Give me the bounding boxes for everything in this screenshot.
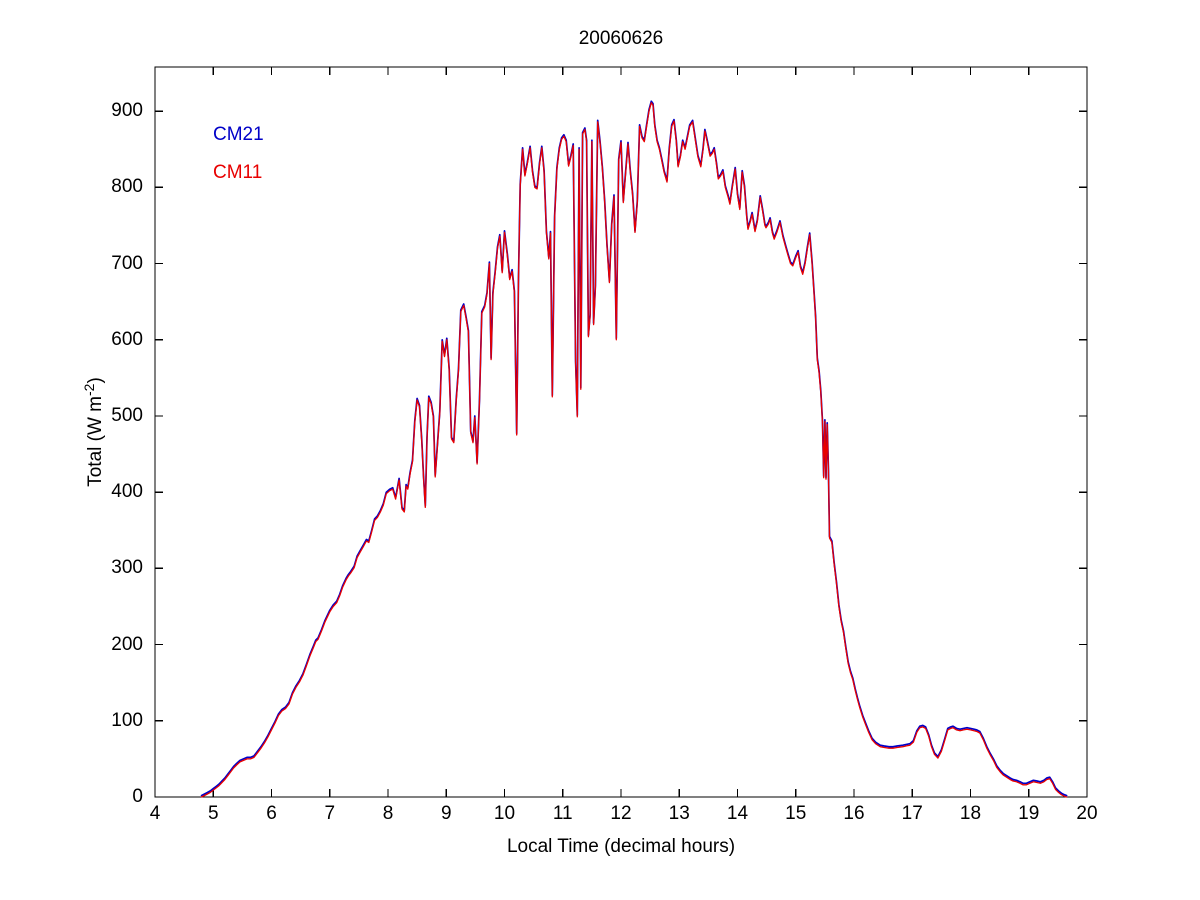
x-tick-label: 7 [324,803,336,824]
x-tick-label: 9 [440,803,452,824]
y-tick-label: 300 [111,557,143,579]
x-tick-label: 11 [552,803,573,824]
legend-entry-cm21: CM21 [213,124,264,145]
x-tick-label: 19 [1018,803,1040,824]
y-tick-label: 400 [111,481,143,503]
y-tick-label: 500 [111,404,143,426]
y-tick-label: 700 [111,252,143,274]
x-tick-label: 20 [1076,803,1098,824]
y-tick-label: 100 [111,709,143,731]
x-tick-label: 8 [382,803,394,824]
x-tick-label: 5 [207,803,219,824]
y-tick-label: 600 [111,328,143,350]
x-tick-label: 6 [266,803,277,824]
x-tick-label: 4 [149,803,161,824]
x-tick-label: 10 [493,803,516,824]
legend-entry-cm11: CM11 [213,162,263,183]
x-tick-label: 12 [610,803,632,824]
x-tick-label: 18 [959,803,982,824]
x-tick-label: 16 [843,803,865,824]
series-line-cm11 [200,102,1068,798]
x-tick-label: 14 [726,803,749,824]
chart-title: 20060626 [578,28,664,49]
x-tick-label: 17 [901,803,923,824]
y-axis-label-close: ) [85,377,106,384]
series-line-cm21 [200,100,1068,797]
y-tick-label: 0 [132,786,143,807]
x-tick-label: 15 [785,803,807,824]
y-axis-label-superscript: -2 [81,383,97,396]
x-axis-label: Local Time (decimal hours) [506,836,736,857]
x-tick-label: 13 [668,803,690,824]
y-tick-label: 800 [111,176,143,198]
y-tick-label: 900 [111,100,143,122]
y-tick-label: 200 [111,633,143,655]
